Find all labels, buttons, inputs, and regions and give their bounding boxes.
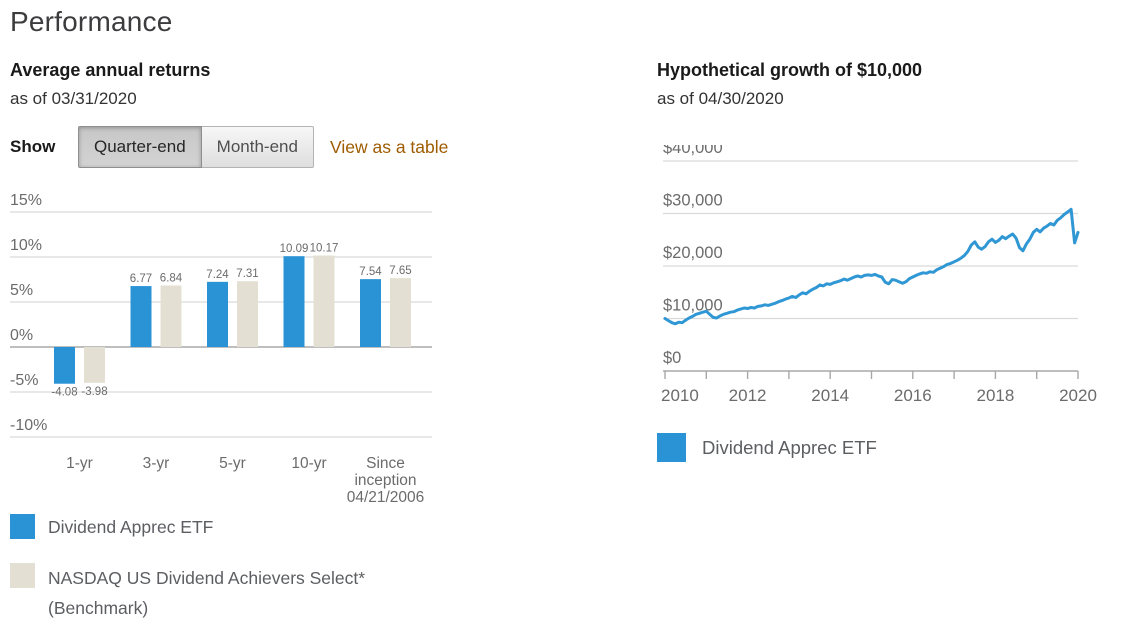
- growth-line-chart: $40,000 $30,000 $20,000 $10,000 $0 2010 2012 20…: [661, 145, 1097, 405]
- svg-text:$0: $0: [663, 349, 681, 367]
- svg-text:2012: 2012: [729, 386, 767, 405]
- svg-text:15%: 15%: [10, 192, 42, 209]
- svg-text:2018: 2018: [976, 386, 1014, 405]
- benchmark-legend-line1: NASDAQ US Dividend Achievers Select*: [48, 568, 366, 588]
- growth-section-title: Hypothetical growth of $10,000: [657, 60, 923, 80]
- svg-text:10-yr: 10-yr: [291, 455, 326, 472]
- svg-text:7.54: 7.54: [359, 266, 382, 278]
- svg-text:2010: 2010: [661, 386, 699, 405]
- svg-text:inception: inception: [354, 472, 416, 489]
- svg-text:2016: 2016: [894, 386, 932, 405]
- toggle-month-end-button[interactable]: Month-end: [201, 126, 314, 168]
- growth-as-of-date: as of 04/30/2020: [657, 89, 784, 108]
- view-as-table-link[interactable]: View as a table: [330, 137, 449, 157]
- legend-item-etf: Dividend Apprec ETF: [10, 514, 213, 540]
- svg-text:10.09: 10.09: [280, 243, 309, 255]
- svg-text:$30,000: $30,000: [663, 192, 723, 210]
- show-label: Show: [10, 137, 56, 156]
- average-annual-returns-bar-chart: 15% 10% 5% 0% -5% -10% -4.08 -3.98 1-yr 6.77 6.84 3…: [10, 192, 432, 506]
- legend-item-benchmark: NASDAQ US Dividend Achievers Select* (Be…: [10, 563, 365, 623]
- svg-text:7.31: 7.31: [236, 268, 258, 280]
- svg-text:7.24: 7.24: [206, 269, 229, 281]
- benchmark-legend-label: NASDAQ US Dividend Achievers Select* (Be…: [48, 563, 365, 623]
- svg-text:$20,000: $20,000: [663, 244, 723, 262]
- page-title: Performance: [10, 6, 173, 37]
- svg-text:10%: 10%: [10, 237, 42, 254]
- svg-text:7.65: 7.65: [389, 265, 411, 277]
- etf-legend-swatch: [10, 514, 35, 539]
- period-toggle: Quarter-end Month-end: [78, 126, 314, 168]
- svg-text:5-yr: 5-yr: [219, 455, 246, 472]
- svg-text:5%: 5%: [10, 282, 33, 299]
- svg-text:-4.08: -4.08: [51, 387, 77, 399]
- svg-text:3-yr: 3-yr: [143, 455, 170, 472]
- returns-as-of-date: as of 03/31/2020: [10, 89, 137, 108]
- svg-text:-5%: -5%: [10, 372, 38, 389]
- benchmark-legend-line2: (Benchmark): [48, 598, 149, 618]
- svg-text:04/21/2006: 04/21/2006: [347, 489, 425, 506]
- svg-text:0%: 0%: [10, 327, 33, 344]
- svg-text:Since: Since: [366, 455, 405, 472]
- returns-section-title: Average annual returns: [10, 60, 211, 80]
- svg-text:-10%: -10%: [10, 417, 47, 434]
- etf-growth-legend-swatch: [657, 433, 686, 462]
- svg-text:2020: 2020: [1059, 386, 1097, 405]
- toggle-quarter-end-button[interactable]: Quarter-end: [78, 126, 202, 168]
- svg-text:$40,000: $40,000: [663, 145, 723, 157]
- svg-text:1-yr: 1-yr: [66, 455, 93, 472]
- legend-item-etf-growth: Dividend Apprec ETF: [657, 433, 877, 463]
- svg-text:6.84: 6.84: [160, 272, 183, 284]
- svg-text:6.77: 6.77: [130, 273, 152, 285]
- svg-text:$10,000: $10,000: [663, 297, 723, 315]
- benchmark-legend-swatch: [10, 563, 35, 588]
- svg-text:2014: 2014: [811, 386, 849, 405]
- svg-text:-3.98: -3.98: [81, 386, 107, 398]
- etf-legend-label: Dividend Apprec ETF: [48, 517, 214, 537]
- etf-growth-legend-label: Dividend Apprec ETF: [702, 437, 877, 458]
- svg-text:10.17: 10.17: [310, 242, 339, 254]
